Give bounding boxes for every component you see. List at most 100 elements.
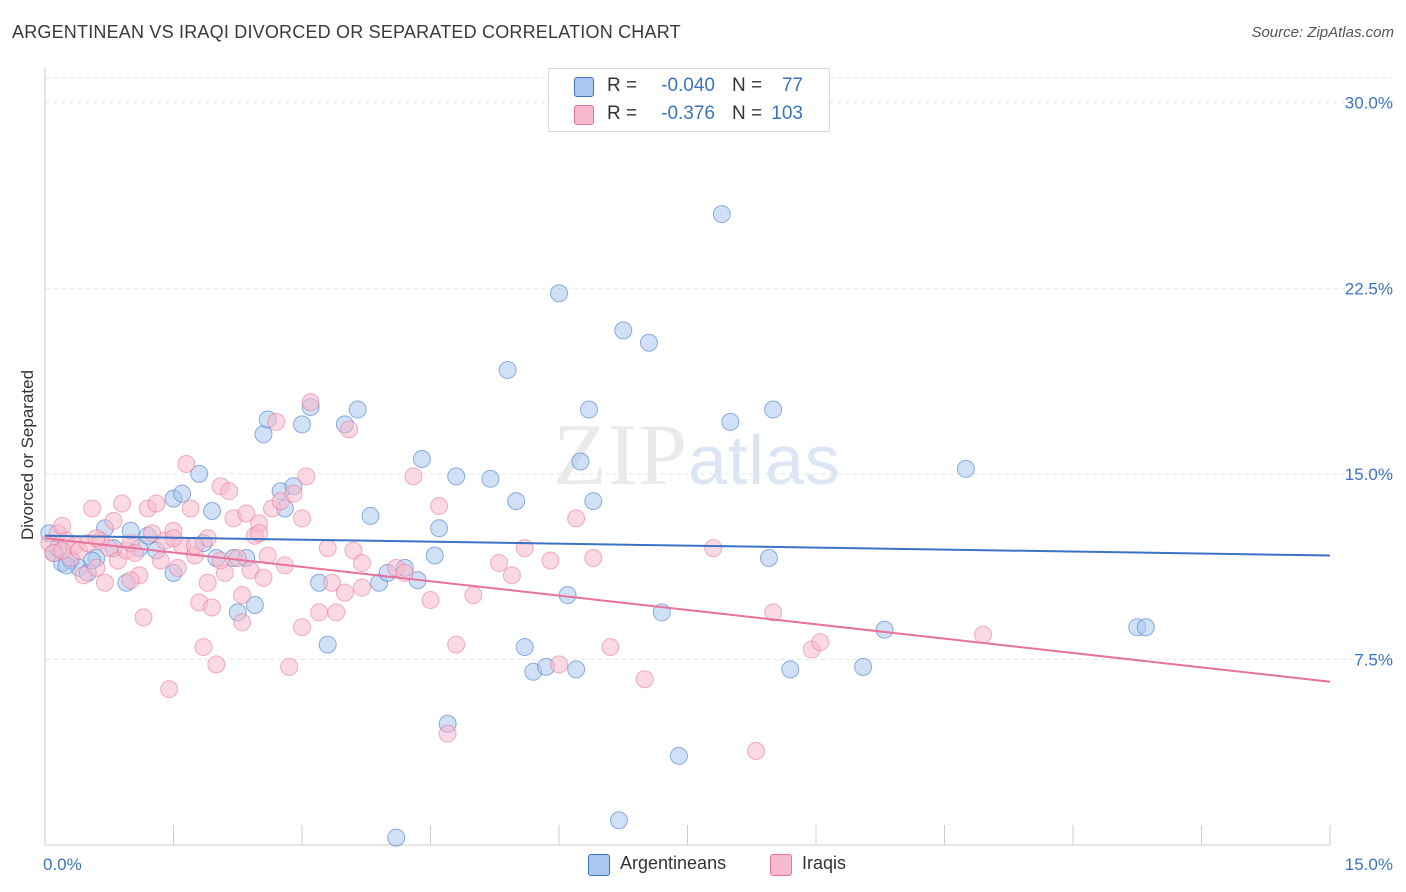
- iraqis-point: [53, 541, 72, 560]
- iraqis-point: [95, 573, 114, 592]
- argentineans-point: [515, 638, 534, 657]
- iraqis-point: [83, 499, 102, 518]
- x-tick-label: 15.0%: [1345, 855, 1393, 874]
- iraqis-point: [254, 568, 273, 587]
- iraqis-point: [151, 551, 170, 570]
- iraqis-point: [502, 566, 521, 585]
- argentineans-point: [190, 464, 209, 483]
- chart-title: ARGENTINEAN VS IRAQI DIVORCED OR SEPARAT…: [12, 22, 681, 42]
- iraqis-point: [233, 613, 252, 632]
- iraqis-point: [194, 638, 213, 657]
- iraqis-point: [293, 618, 311, 637]
- iraqis-legend-label: Iraqis: [802, 853, 847, 873]
- r-label: R =: [607, 103, 638, 124]
- argentineans-point: [609, 811, 628, 830]
- argentineans-point: [956, 459, 975, 478]
- iraqis-point: [974, 625, 993, 644]
- argentineans-point: [293, 415, 311, 434]
- argentineans-point: [425, 546, 444, 565]
- iraqis-point: [567, 509, 586, 528]
- argentineans-legend-swatch: [588, 854, 610, 876]
- y-axis-label: Divorced or Separated: [18, 369, 37, 541]
- source-label: Source: ZipAtlas.com: [1251, 24, 1394, 41]
- iraqis-point: [404, 467, 423, 486]
- iraqis-point: [322, 573, 341, 592]
- iraqis-point: [250, 524, 269, 543]
- iraqis-point: [134, 608, 153, 627]
- argentineans-point: [498, 360, 517, 379]
- iraqis-point: [220, 482, 239, 501]
- r-value: -0.376: [661, 103, 715, 124]
- iraqis-point: [87, 529, 106, 548]
- iraqis-point: [811, 633, 830, 652]
- iraqis-point: [211, 551, 230, 570]
- iraqis-point: [327, 603, 346, 622]
- argentineans-point: [318, 635, 337, 654]
- argentineans-point: [639, 333, 658, 352]
- iraqis-point: [318, 539, 337, 558]
- iraqis-point: [635, 670, 654, 689]
- correlation-legend: R = -0.040 N = 77 R = -0.376 N = 103: [548, 68, 830, 132]
- iraqis-point: [344, 541, 363, 560]
- iraqis-point: [764, 603, 783, 622]
- iraqis-point: [233, 586, 252, 605]
- iraqis-point: [297, 467, 316, 486]
- iraqis-trend-line: [44, 537, 1331, 683]
- iraqis-point: [203, 598, 222, 617]
- iraqis-point: [284, 484, 303, 503]
- iraqis-point: [53, 516, 72, 535]
- legend-row-iraqis: R = -0.376 N = 103: [549, 101, 829, 129]
- argentineans-point: [348, 400, 367, 419]
- iraqis-point: [301, 393, 320, 412]
- iraqis-point: [747, 741, 766, 760]
- argentineans-point: [579, 400, 598, 419]
- iraqis-point: [267, 412, 286, 431]
- r-label: R =: [607, 75, 638, 96]
- argentineans-point: [361, 506, 380, 525]
- iraqis-point: [113, 494, 132, 513]
- iraqis-point: [237, 504, 256, 523]
- y-tick-label: 15.0%: [1345, 465, 1393, 484]
- iraqis-point: [185, 536, 204, 555]
- iraqis-point: [293, 509, 311, 528]
- argentineans-point: [669, 746, 688, 765]
- y-tick-label: 7.5%: [1354, 650, 1393, 669]
- y-tick-label: 22.5%: [1345, 279, 1393, 298]
- iraqis-point: [310, 603, 329, 622]
- argentineans-point: [550, 284, 568, 303]
- iraqis-point: [601, 638, 620, 657]
- argentineans-point: [721, 412, 740, 431]
- iraqis-point: [490, 553, 509, 572]
- argentineans-trend-line: [44, 534, 1331, 557]
- iraqis-point: [121, 571, 140, 590]
- iraqis-point: [464, 586, 483, 605]
- iraqis-point: [352, 553, 371, 572]
- iraqis-legend-swatch: [770, 854, 792, 876]
- iraqis-point: [704, 539, 723, 558]
- n-value: 77: [781, 75, 803, 96]
- argentineans-point: [567, 660, 586, 679]
- argentineans-point: [854, 657, 873, 676]
- argentineans-point: [507, 492, 526, 511]
- argentineans-point: [712, 205, 731, 224]
- iraqis-point: [438, 724, 457, 743]
- n-value: 103: [771, 103, 803, 124]
- argentineans-point: [173, 484, 192, 503]
- argentineans-point: [254, 425, 273, 444]
- argentineans-point: [571, 452, 590, 471]
- argentineans-point: [387, 828, 406, 847]
- iraqis-point: [541, 551, 560, 570]
- argentineans-point: [764, 400, 783, 419]
- argentineans-point: [245, 596, 264, 615]
- y-tick-label: 30.0%: [1345, 94, 1393, 113]
- argentineans-point: [875, 620, 894, 639]
- iraqis-point: [430, 497, 449, 516]
- iraqis-point: [447, 635, 466, 654]
- iraqis-point: [550, 655, 568, 674]
- iraqis-point: [177, 454, 196, 473]
- argentineans-point: [584, 492, 603, 511]
- n-label: N =: [732, 75, 763, 96]
- iraqis-point: [340, 420, 359, 439]
- argentineans-point: [781, 660, 800, 679]
